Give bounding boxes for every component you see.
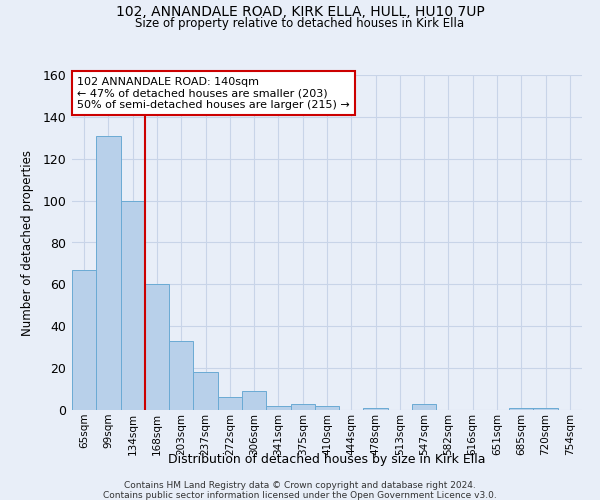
Bar: [266, 406, 290, 410]
Bar: [169, 341, 193, 410]
Bar: [290, 404, 315, 410]
Bar: [72, 270, 96, 410]
Bar: [218, 398, 242, 410]
Bar: [242, 391, 266, 410]
Text: Distribution of detached houses by size in Kirk Ella: Distribution of detached houses by size …: [168, 452, 486, 466]
Bar: [193, 372, 218, 410]
Bar: [509, 408, 533, 410]
Text: Contains HM Land Registry data © Crown copyright and database right 2024.: Contains HM Land Registry data © Crown c…: [124, 481, 476, 490]
Bar: [364, 408, 388, 410]
Bar: [533, 408, 558, 410]
Bar: [121, 200, 145, 410]
Y-axis label: Number of detached properties: Number of detached properties: [21, 150, 34, 336]
Bar: [145, 284, 169, 410]
Text: 102 ANNANDALE ROAD: 140sqm
← 47% of detached houses are smaller (203)
50% of sem: 102 ANNANDALE ROAD: 140sqm ← 47% of deta…: [77, 76, 350, 110]
Text: Contains public sector information licensed under the Open Government Licence v3: Contains public sector information licen…: [103, 491, 497, 500]
Bar: [96, 136, 121, 410]
Text: Size of property relative to detached houses in Kirk Ella: Size of property relative to detached ho…: [136, 18, 464, 30]
Bar: [315, 406, 339, 410]
Bar: [412, 404, 436, 410]
Text: 102, ANNANDALE ROAD, KIRK ELLA, HULL, HU10 7UP: 102, ANNANDALE ROAD, KIRK ELLA, HULL, HU…: [116, 5, 484, 19]
